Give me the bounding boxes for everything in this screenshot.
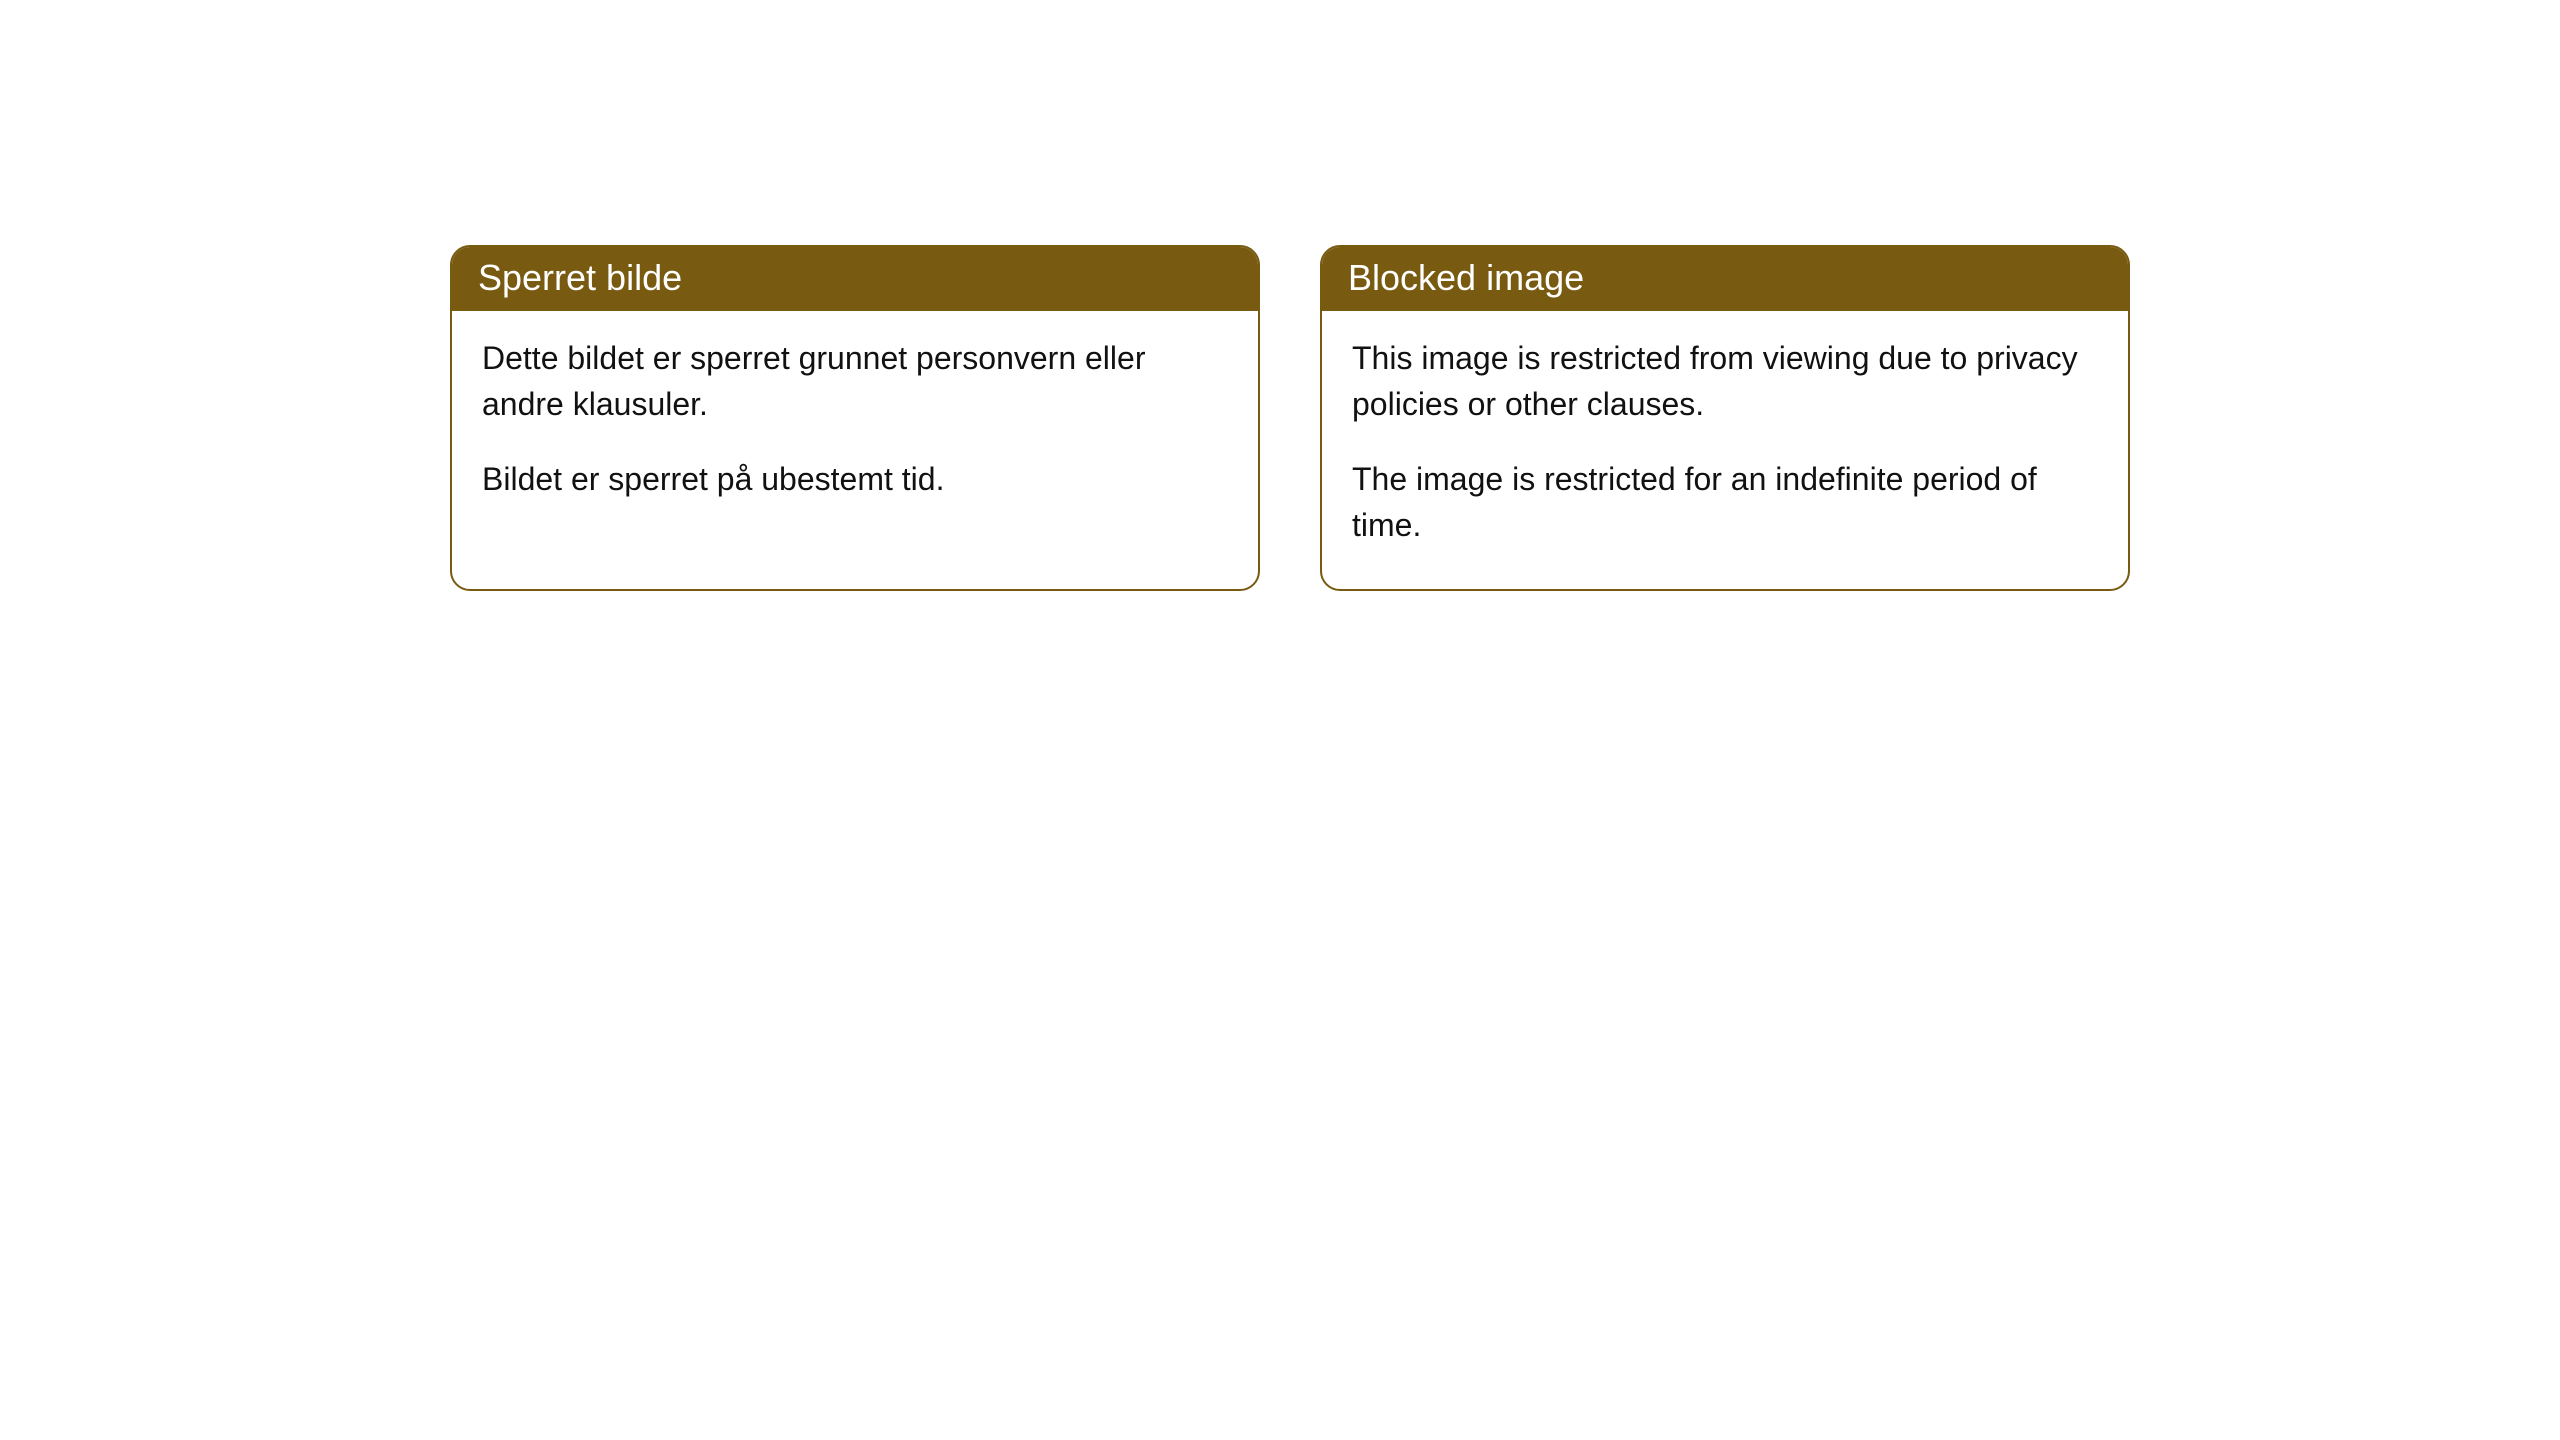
blocked-image-card-norwegian: Sperret bilde Dette bildet er sperret gr… bbox=[450, 245, 1260, 591]
card-title: Blocked image bbox=[1322, 247, 2128, 311]
card-paragraph: The image is restricted for an indefinit… bbox=[1352, 456, 2098, 549]
card-body: Dette bildet er sperret grunnet personve… bbox=[452, 311, 1258, 542]
card-body: This image is restricted from viewing du… bbox=[1322, 311, 2128, 589]
card-paragraph: Bildet er sperret på ubestemt tid. bbox=[482, 456, 1228, 502]
card-paragraph: This image is restricted from viewing du… bbox=[1352, 335, 2098, 428]
card-paragraph: Dette bildet er sperret grunnet personve… bbox=[482, 335, 1228, 428]
blocked-image-card-english: Blocked image This image is restricted f… bbox=[1320, 245, 2130, 591]
card-title: Sperret bilde bbox=[452, 247, 1258, 311]
notice-cards-container: Sperret bilde Dette bildet er sperret gr… bbox=[450, 245, 2560, 591]
